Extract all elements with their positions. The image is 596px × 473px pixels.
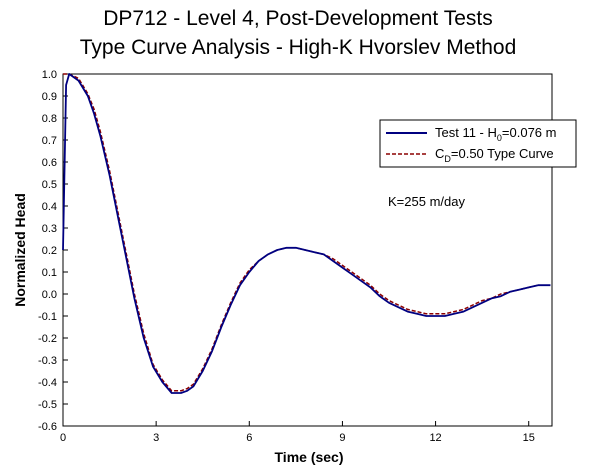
y-tick-label: 0.1 — [42, 267, 57, 279]
legend: Test 11 - H0=0.076 m CD=0.50 Type Curve — [379, 119, 577, 168]
y-tick-label: 0.8 — [42, 113, 57, 125]
y-tick-label: -0.4 — [38, 377, 57, 389]
y-tick-label: 0.2 — [42, 245, 57, 257]
x-tick-label: 6 — [246, 432, 252, 444]
plot-area: 1.0 0.9 0.8 0.7 0.6 0.5 0.4 0.3 0.2 0.1 0.0 -0.1 -0.… — [38, 69, 553, 444]
x-axis: 0 3 6 9 12 15 — [60, 421, 535, 444]
chart-title: DP712 - Level 4, Post-Development Tests — [103, 7, 492, 30]
x-tick-label: 9 — [339, 432, 345, 444]
y-tick-label: -0.2 — [38, 333, 57, 345]
series-line-test-11 — [62, 73, 551, 394]
chart-subtitle: Type Curve Analysis - High-K Hvorslev Me… — [80, 36, 517, 59]
legend-label-type-curve: CD=0.50 Type Curve — [435, 146, 554, 164]
y-tick-label: 0.0 — [42, 289, 57, 301]
legend-label-type-curve-rest: =0.50 Type Curve — [451, 146, 554, 161]
legend-label-test-11: Test 11 - H0=0.076 m — [435, 125, 556, 143]
y-tick-label: -0.5 — [38, 399, 57, 411]
legend-label-test-11-main: Test 11 - H — [435, 125, 497, 140]
legend-label-type-curve-main: C — [435, 146, 444, 161]
legend-label-test-11-rest: =0.076 m — [502, 125, 557, 140]
y-tick-label: 0.5 — [42, 179, 57, 191]
y-tick-label: 1.0 — [42, 69, 57, 81]
y-tick-label: -0.1 — [38, 311, 57, 323]
x-tick-label: 12 — [429, 432, 441, 444]
y-tick-label: 0.6 — [42, 157, 57, 169]
legend-label-type-curve-subscript: D — [444, 154, 451, 164]
y-tick-label: -0.3 — [38, 355, 57, 367]
data-series — [62, 73, 551, 394]
x-tick-label: 3 — [153, 432, 159, 444]
y-tick-label: 0.7 — [42, 135, 57, 147]
y-tick-label: -0.6 — [38, 421, 57, 433]
legend-label-test-11-subscript: 0 — [497, 133, 502, 143]
x-tick-label: 15 — [523, 432, 535, 444]
y-axis-label: Normalized Head — [12, 193, 28, 307]
y-tick-label: 0.9 — [42, 91, 57, 103]
y-tick-label: 0.4 — [42, 201, 57, 213]
x-axis-label: Time (sec) — [275, 449, 344, 465]
legend-box — [379, 119, 577, 168]
y-tick-label: 0.3 — [42, 223, 57, 235]
k-value-annotation: K=255 m/day — [388, 194, 465, 209]
x-tick-label: 0 — [60, 432, 66, 444]
